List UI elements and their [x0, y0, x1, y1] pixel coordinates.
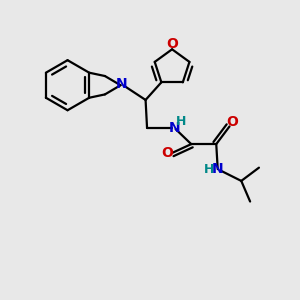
Text: N: N	[116, 77, 128, 91]
Text: O: O	[166, 37, 178, 51]
Text: H: H	[176, 115, 187, 128]
Text: H: H	[204, 163, 215, 176]
Text: N: N	[212, 162, 224, 176]
Text: O: O	[161, 146, 173, 160]
Text: O: O	[226, 115, 238, 129]
Text: N: N	[169, 121, 180, 135]
